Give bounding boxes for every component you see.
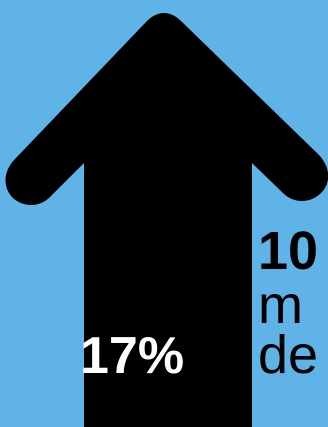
- side-line-1: m: [258, 275, 303, 335]
- side-line-2: de: [258, 325, 319, 385]
- side-heading: 10: [258, 221, 319, 281]
- percent-stat: 17%: [80, 327, 185, 385]
- side-caption: 10 m de: [258, 221, 319, 385]
